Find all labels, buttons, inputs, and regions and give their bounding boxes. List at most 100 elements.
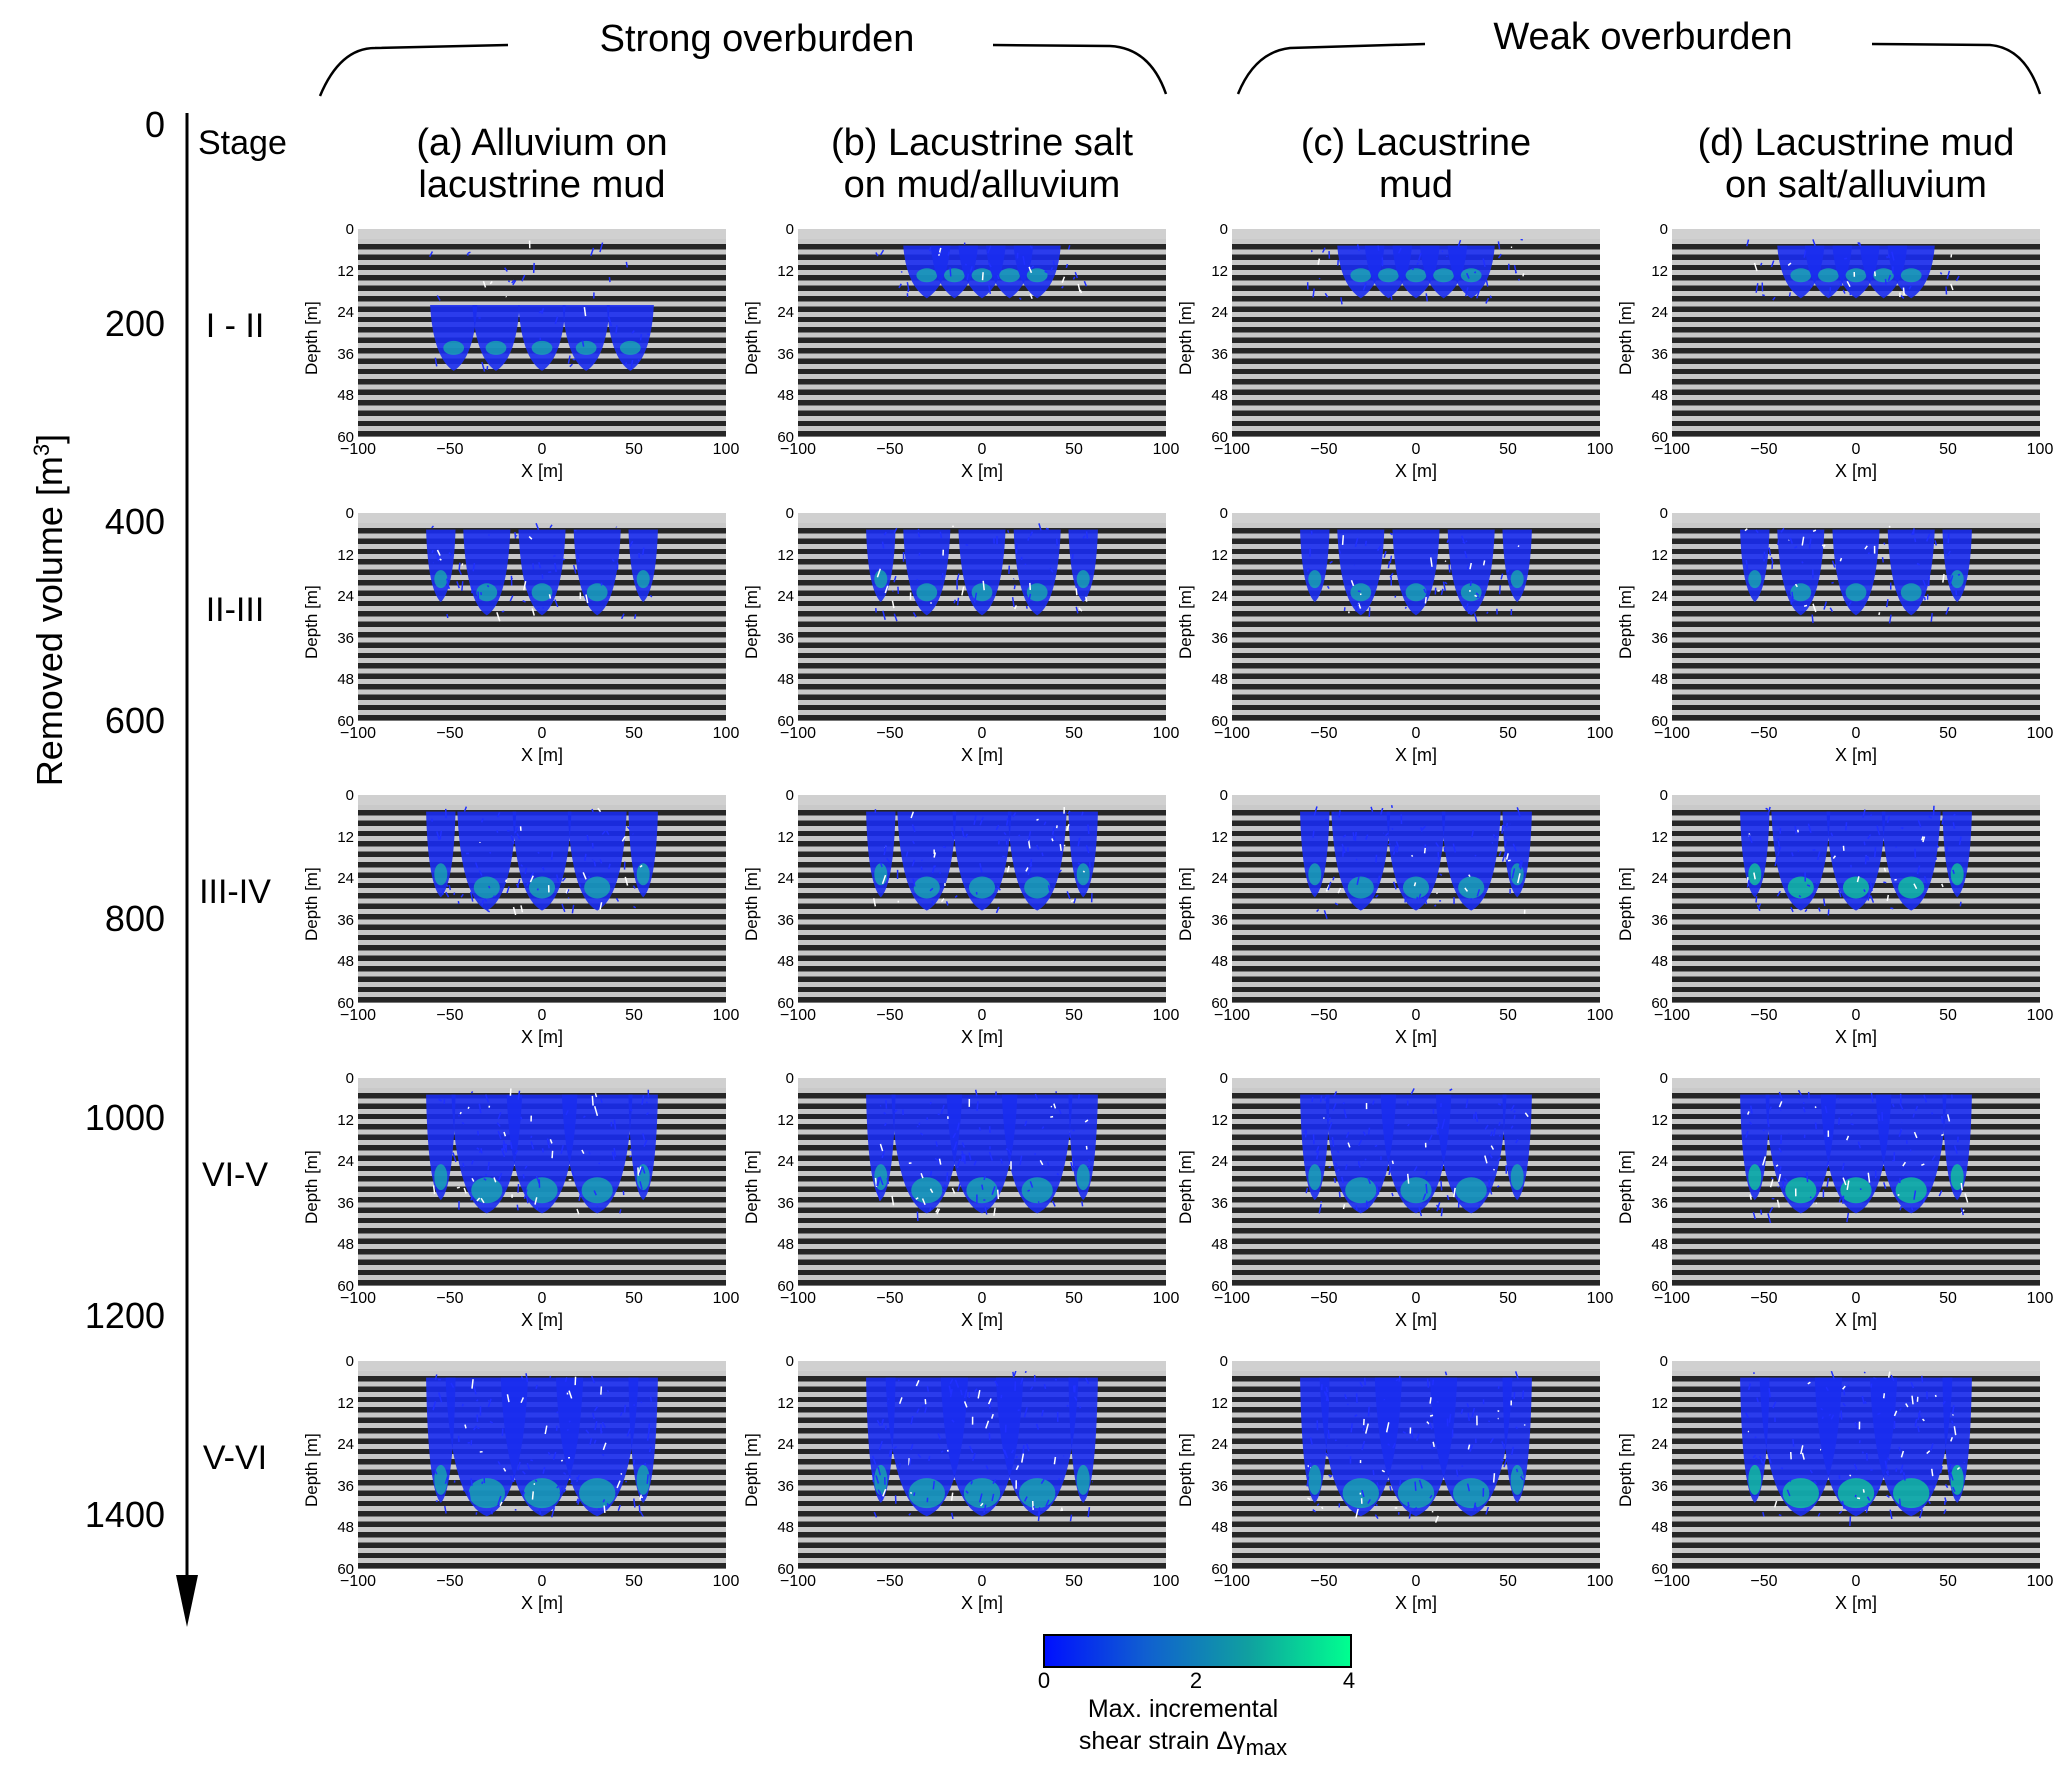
crack-mark xyxy=(1466,1443,1471,1447)
strain-core xyxy=(1893,1478,1930,1509)
crack-mark xyxy=(1778,1513,1782,1517)
crack-mark xyxy=(1949,1472,1954,1481)
crack-mark xyxy=(898,1463,901,1469)
crack-mark xyxy=(1050,267,1054,272)
crack-mark xyxy=(1466,1403,1470,1408)
crack-mark xyxy=(598,1162,601,1165)
crack-mark xyxy=(1934,540,1938,546)
crack-mark xyxy=(1338,549,1342,554)
strain-zone xyxy=(1380,1094,1452,1214)
crack-mark xyxy=(876,1176,881,1187)
crack-mark xyxy=(1430,1445,1434,1450)
depth-tick: 36 xyxy=(1211,629,1228,647)
depth-tick: 12 xyxy=(1211,828,1228,846)
crack-mark xyxy=(968,1152,972,1161)
crack-mark xyxy=(1440,1208,1444,1217)
crack-mark xyxy=(1792,1439,1795,1447)
crack-mark xyxy=(436,555,440,562)
crack-mark xyxy=(1332,876,1335,881)
shear-strain-overlay xyxy=(426,1088,658,1215)
depth-tick: 36 xyxy=(777,1194,794,1212)
depth-tick: 60 xyxy=(1211,1278,1228,1295)
crack-mark xyxy=(463,806,468,812)
crack-mark xyxy=(460,893,464,898)
crack-mark xyxy=(1018,834,1021,837)
crack-mark xyxy=(1899,1205,1903,1211)
crack-mark xyxy=(1745,1412,1749,1419)
crack-mark xyxy=(1372,1470,1375,1476)
x-tick: −100 xyxy=(1653,1007,1691,1024)
crack-mark xyxy=(1926,1450,1931,1455)
crack-mark xyxy=(1753,262,1758,272)
depth-tick: 24 xyxy=(337,1436,354,1454)
x-tick: −50 xyxy=(436,1573,464,1590)
strain-zone xyxy=(1007,811,1067,911)
crack-mark xyxy=(532,563,535,570)
depth-tick: 36 xyxy=(1651,345,1668,363)
crack-mark xyxy=(1890,907,1894,910)
depth-tick: 60 xyxy=(1211,429,1228,446)
crack-mark xyxy=(881,1418,885,1426)
depth-tick: 48 xyxy=(1651,671,1668,689)
crack-mark xyxy=(1939,271,1943,275)
strain-core xyxy=(1308,570,1322,589)
strain-core xyxy=(468,1478,505,1509)
crack-mark xyxy=(1900,1470,1904,1473)
crack-mark xyxy=(564,1377,568,1383)
crack-mark xyxy=(1457,239,1462,247)
crack-mark xyxy=(1883,1182,1887,1189)
crack-mark xyxy=(525,1195,529,1204)
strain-core xyxy=(1787,876,1814,899)
crack-mark xyxy=(1365,1200,1369,1210)
strain-core xyxy=(944,268,965,283)
crack-mark xyxy=(1306,568,1310,572)
x-axis-label: X [m] xyxy=(1394,1310,1438,1330)
crack-mark xyxy=(1755,283,1759,293)
x-tick: 50 xyxy=(1939,1573,1957,1590)
crack-mark xyxy=(1424,896,1428,905)
crack-mark xyxy=(476,1147,480,1150)
depth-tick: 12 xyxy=(337,1394,354,1412)
crack-mark xyxy=(1821,544,1824,547)
crack-mark xyxy=(991,1186,996,1195)
x-axis-label: X [m] xyxy=(960,461,1004,481)
crack-mark xyxy=(1435,842,1440,848)
strain-zone xyxy=(1740,811,1770,898)
crack-mark xyxy=(1511,868,1516,879)
crack-mark xyxy=(943,1184,947,1187)
x-tick: −100 xyxy=(339,1007,377,1024)
crack-mark xyxy=(1446,539,1449,544)
crack-mark xyxy=(1072,1129,1075,1132)
crack-mark xyxy=(1052,260,1055,266)
crack-mark xyxy=(1830,1414,1835,1420)
strain-core xyxy=(1308,1164,1322,1191)
crack-mark xyxy=(1423,588,1427,594)
crack-mark xyxy=(556,1411,559,1414)
crack-mark xyxy=(916,1125,919,1128)
crack-mark xyxy=(439,830,443,840)
strain-core xyxy=(1837,1478,1875,1509)
strain-zone xyxy=(1325,1094,1397,1214)
crack-mark xyxy=(1029,1386,1034,1391)
crack-mark xyxy=(549,1139,553,1144)
crack-mark xyxy=(982,580,985,591)
crack-mark xyxy=(1497,1156,1502,1162)
crack-mark xyxy=(1958,836,1962,846)
crack-mark xyxy=(1335,1168,1340,1173)
crack-mark xyxy=(520,905,524,913)
crack-mark xyxy=(1777,846,1782,857)
crack-mark xyxy=(1842,1385,1846,1390)
crack-mark xyxy=(1913,1190,1917,1200)
crack-mark xyxy=(456,1186,460,1189)
crack-mark xyxy=(1791,852,1794,857)
crack-mark xyxy=(1863,889,1866,893)
strain-zone xyxy=(891,1094,963,1214)
x-tick: −50 xyxy=(876,1290,904,1307)
depth-tick: 60 xyxy=(777,713,794,730)
x-tick: 100 xyxy=(2026,441,2054,458)
strain-zone xyxy=(866,529,896,603)
depth-tick: 48 xyxy=(337,387,354,405)
crack-mark xyxy=(639,864,643,868)
crack-mark xyxy=(528,536,533,540)
strain-core xyxy=(1845,268,1867,283)
